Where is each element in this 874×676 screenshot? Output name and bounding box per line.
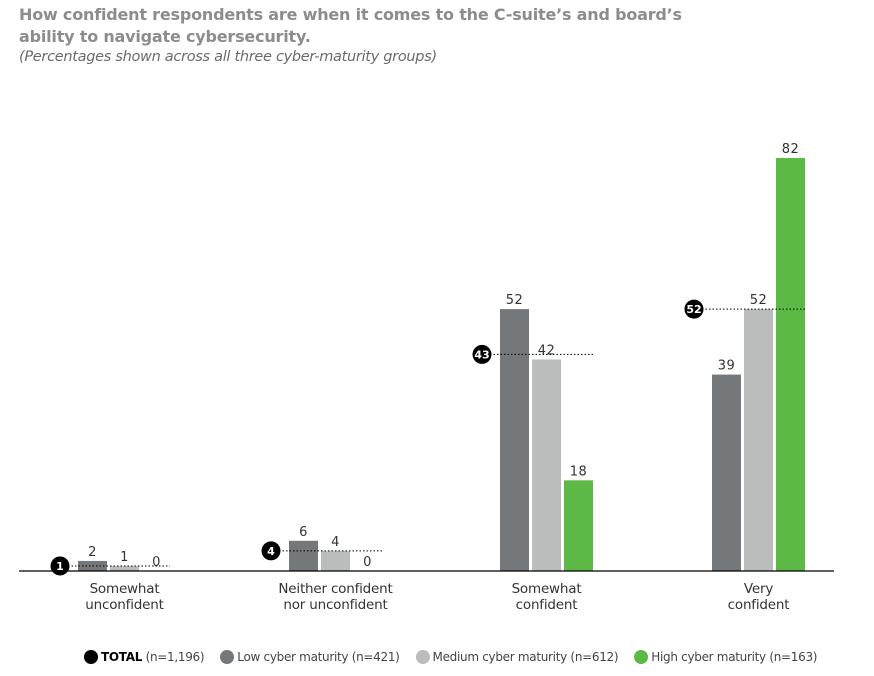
bar-medium xyxy=(321,550,350,571)
value-label-medium: 42 xyxy=(538,343,556,358)
category-label: confident xyxy=(516,597,578,613)
value-label-medium: 1 xyxy=(120,550,129,565)
legend-swatch-low xyxy=(220,650,235,664)
category-label: confident xyxy=(728,597,790,613)
total-label: 4 xyxy=(267,545,275,558)
value-label-medium: 52 xyxy=(750,293,768,308)
legend-label: Medium cyber maturity (n=612) xyxy=(432,650,619,664)
value-label-low: 52 xyxy=(506,293,524,308)
total-marker xyxy=(261,541,281,561)
legend-swatch-medium xyxy=(415,650,430,664)
legend-swatch-total xyxy=(84,650,98,664)
chart-subtitle: (Percentages shown across all three cybe… xyxy=(19,49,437,65)
total-label: 1 xyxy=(56,560,64,573)
value-label-low: 6 xyxy=(299,525,308,540)
total-label: 43 xyxy=(474,348,489,361)
category-label: Somewhat xyxy=(90,581,160,597)
bar-medium xyxy=(110,565,139,571)
bar-medium xyxy=(744,309,773,571)
chart-legend: TOTAL (n=1,196) Low cyber maturity (n=421… xyxy=(84,650,833,664)
category-label: Neither confident xyxy=(278,581,392,597)
legend-swatch-high xyxy=(634,650,649,664)
category-label: Very xyxy=(744,581,773,597)
value-label-high: 0 xyxy=(363,555,372,570)
bar-medium xyxy=(532,359,561,571)
bar-low xyxy=(289,540,318,571)
value-label-medium: 4 xyxy=(331,535,340,550)
bar-high xyxy=(564,480,593,571)
value-label-high: 18 xyxy=(570,464,588,479)
total-marker xyxy=(684,299,704,319)
legend-label: Low cyber maturity (n=421) xyxy=(237,650,400,664)
bar-low xyxy=(712,374,741,571)
legend-item-high: High cyber maturity (n=163) xyxy=(634,650,817,664)
bar-low xyxy=(500,309,529,571)
legend-label: TOTAL (n=1,196) xyxy=(101,650,205,664)
value-label-low: 39 xyxy=(718,359,736,374)
total-label: 52 xyxy=(686,303,701,316)
legend-item-total: TOTAL (n=1,196) xyxy=(84,650,205,664)
legend-item-medium: Medium cyber maturity (n=612) xyxy=(415,650,619,664)
bar-high xyxy=(776,158,805,571)
value-label-high: 82 xyxy=(782,142,800,157)
total-marker xyxy=(472,344,492,364)
chart-title: How confident respondents are when it co… xyxy=(19,5,682,46)
category-label: Somewhat xyxy=(512,581,582,597)
legend-item-low: Low cyber maturity (n=421) xyxy=(220,650,400,664)
category-label: nor unconfident xyxy=(283,597,387,613)
category-label: unconfident xyxy=(85,597,163,613)
value-label-low: 2 xyxy=(88,545,97,560)
value-label-high: 0 xyxy=(152,555,161,570)
legend-label: High cyber maturity (n=163) xyxy=(651,650,818,664)
